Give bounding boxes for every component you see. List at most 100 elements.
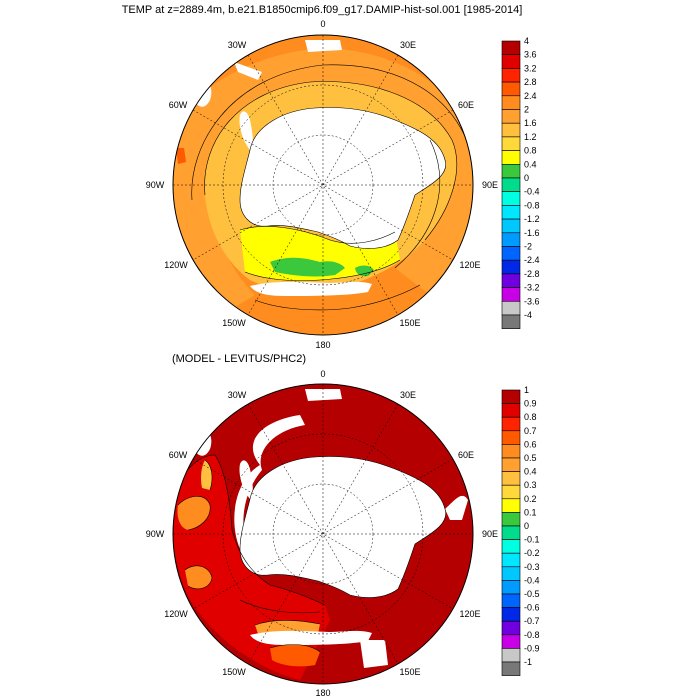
top-colorbar-label: -1.2 xyxy=(524,214,540,224)
bottom-colorbar-label: 0.6 xyxy=(524,439,537,449)
top-colorbar-label: 2.4 xyxy=(524,91,537,101)
bottom-lon-60w: 60W xyxy=(169,450,188,460)
top-lon-120e: 120E xyxy=(459,260,480,270)
bottom-colorbar: 1 0.9 0.8 0.7 0.6 0.5 0.4 0.3 0.2 0.1 0 -0.1 -0.2 -0.… xyxy=(501,385,540,676)
top-colorbar-cell xyxy=(501,218,521,234)
bottom-contours xyxy=(173,454,326,653)
top-colorbar-cell xyxy=(501,95,521,110)
bottom-colorbar-cell xyxy=(501,484,521,500)
bottom-colorbar-cell xyxy=(501,566,521,581)
bottom-colorbar-label: 0.8 xyxy=(524,412,537,422)
bottom-lon-120e: 120E xyxy=(459,609,480,619)
top-map-border xyxy=(172,34,474,336)
top-colorbar-label: 3.6 xyxy=(524,50,537,60)
top-contours xyxy=(191,64,471,311)
top-colorbar-label: -1.6 xyxy=(524,228,540,238)
bottom-colorbar-cell xyxy=(501,607,521,622)
bottom-colorbar-label: 0.7 xyxy=(524,426,537,436)
top-lon-150e: 150E xyxy=(399,318,420,328)
bottom-ocean-orange-4 xyxy=(270,644,320,667)
top-lon-90e: 90E xyxy=(482,180,498,190)
top-colorbar-cell xyxy=(501,205,521,220)
bottom-coastal-mask-2 xyxy=(445,495,468,520)
top-colorbar-label: 2 xyxy=(524,105,529,115)
bottom-antarctica xyxy=(240,456,446,598)
top-colorbar-cell xyxy=(501,68,521,83)
bottom-colorbar-label: -0.8 xyxy=(524,630,540,640)
bottom-colorbar-label: -1 xyxy=(524,657,532,667)
bottom-colorbar-cell xyxy=(501,444,521,459)
bottom-colorbar-cell xyxy=(501,634,521,649)
top-colorbar-label: 1.2 xyxy=(524,132,537,142)
bottom-colorbar-cell xyxy=(501,457,521,472)
top-colorbar-cell xyxy=(501,314,521,329)
bottom-colorbar-cell xyxy=(501,539,521,554)
top-colorbar-label: -2 xyxy=(524,242,532,252)
top-colorbar-cell xyxy=(501,300,521,316)
top-ocean-green xyxy=(270,257,345,277)
top-colorbar-cell xyxy=(501,259,521,275)
top-colorbar-label: -2.4 xyxy=(524,255,540,265)
bottom-colorbar-label: 0.2 xyxy=(524,494,537,504)
bottom-colorbar-cell xyxy=(501,552,521,568)
bottom-colorbar-label: -0.6 xyxy=(524,603,540,613)
bottom-grid xyxy=(173,384,473,684)
bottom-ocean-orange-1 xyxy=(177,496,211,530)
bottom-ocean-yellow-orange xyxy=(201,460,213,490)
bottom-colorbar-cell xyxy=(501,389,521,404)
bottom-colorbar-cell xyxy=(501,498,521,513)
bottom-white-patch xyxy=(305,389,342,401)
top-colorbar-label: 1.6 xyxy=(524,118,537,128)
top-colorbar-label: -3.2 xyxy=(524,283,540,293)
bottom-colorbar-label: -0.7 xyxy=(524,616,540,626)
bottom-colorbar-label: 0.9 xyxy=(524,399,537,409)
top-map xyxy=(172,34,474,336)
bottom-colorbar-cell xyxy=(501,416,521,432)
top-white-patch xyxy=(305,40,342,52)
bottom-colorbar-cell xyxy=(501,403,521,418)
bottom-lon-90e: 90E xyxy=(482,529,498,539)
top-colorbar-cell xyxy=(501,150,521,165)
bottom-lon-90w: 90W xyxy=(146,529,165,539)
top-lon-90w: 90W xyxy=(146,180,165,190)
bottom-lon-150e: 150E xyxy=(399,667,420,677)
bottom-colorbar-label: -0.4 xyxy=(524,575,540,585)
bottom-title: (MODEL - LEVITUS/PHC2) xyxy=(172,353,306,365)
bottom-colorbar-cell xyxy=(501,430,521,445)
top-lon-30e: 30E xyxy=(400,40,416,50)
top-ocean-light-orange xyxy=(173,48,473,310)
top-colorbar-cell xyxy=(501,40,521,55)
bottom-ross-shelf xyxy=(250,630,372,645)
top-ross-shelf xyxy=(250,281,372,296)
top-grid xyxy=(173,35,473,335)
top-peninsula xyxy=(239,111,253,150)
bottom-lon-60e: 60E xyxy=(458,450,474,460)
top-lon-120w: 120W xyxy=(164,260,188,270)
top-colorbar-label: 3.2 xyxy=(524,63,537,73)
top-colorbar-label: -0.4 xyxy=(524,187,540,197)
top-colorbar-label: 0 xyxy=(524,173,529,183)
bottom-lon-180: 180 xyxy=(315,688,330,698)
bottom-colorbar-cell xyxy=(501,593,521,608)
bottom-map xyxy=(172,383,474,685)
top-lon-150w: 150W xyxy=(222,318,246,328)
bottom-colorbar-label: -0.9 xyxy=(524,643,540,653)
bottom-colorbar-cell xyxy=(501,512,521,527)
bottom-colorbar-label: 1 xyxy=(524,385,529,395)
top-colorbar-label: -3.6 xyxy=(524,296,540,306)
bottom-colorbar-cell xyxy=(501,661,521,676)
bottom-lon-30w: 30W xyxy=(228,390,247,400)
bottom-colorbar-label: -0.1 xyxy=(524,535,540,545)
top-antarctica xyxy=(240,107,446,249)
top-colorbar-cell xyxy=(501,109,521,124)
bottom-colorbar-label: 0.5 xyxy=(524,453,537,463)
top-colorbar-cell xyxy=(501,122,521,138)
top-map-fill xyxy=(173,35,473,335)
top-colorbar-label: 0.4 xyxy=(524,159,537,169)
top-lon-labels: 0 30E 60E 90E 120E 150E 180 150W 120W 90… xyxy=(146,19,498,350)
top-ocean-red-spot xyxy=(176,148,186,164)
bottom-colorbar-label: -0.5 xyxy=(524,589,540,599)
top-colorbar-cell xyxy=(501,177,521,192)
top-colorbar: 4 3.6 3.2 2.8 2.4 2 1.6 1.2 0.8 0.4 0 -0.4 -0.8 -1.2 -… xyxy=(501,36,540,329)
